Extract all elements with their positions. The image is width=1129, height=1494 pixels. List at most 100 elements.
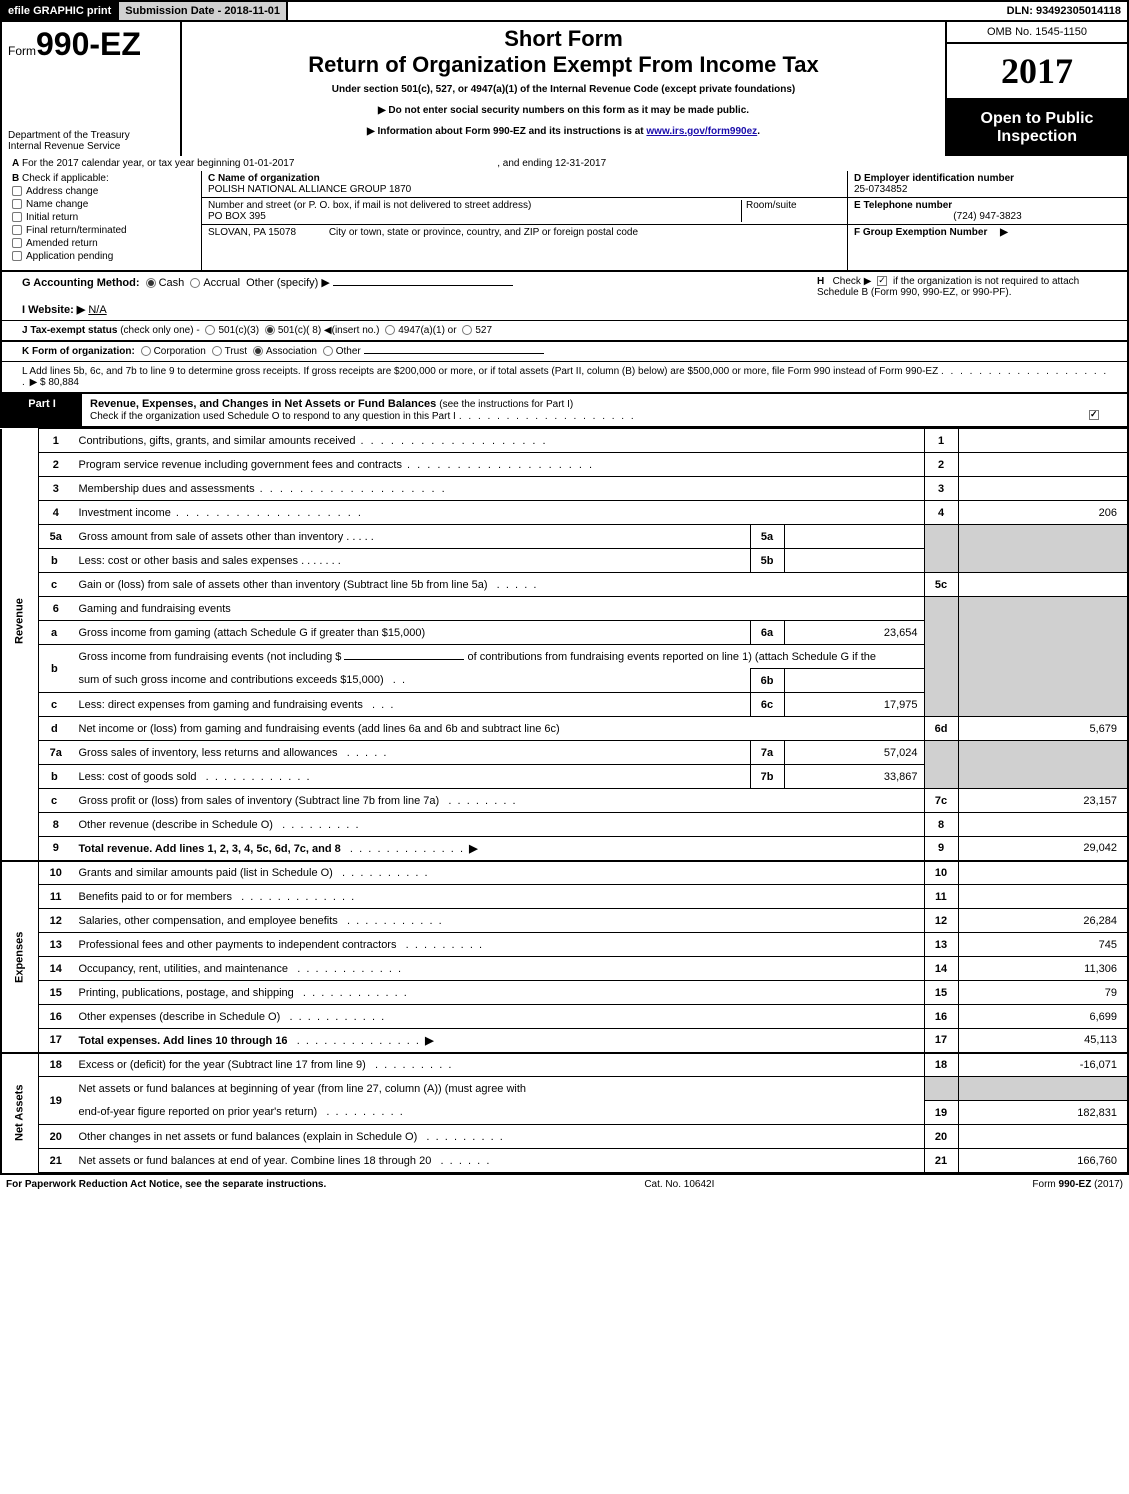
instructions-link[interactable]: www.irs.gov/form990ez [646,126,757,137]
line-num: 18 [39,1053,73,1077]
line-num: 21 [39,1149,73,1173]
column-def: D Employer identification number 25-0734… [847,171,1127,270]
checkbox-final-return[interactable] [12,225,22,235]
part-1-title-sub: (see the instructions for Part I) [439,399,573,410]
radio-other-org[interactable] [323,346,333,356]
line-num: 13 [39,933,73,957]
c-city-label: City or town, state or province, country… [329,227,638,238]
line-value: -16,071 [958,1053,1128,1077]
radio-501c3[interactable] [205,325,215,335]
page-footer: For Paperwork Reduction Act Notice, see … [0,1173,1129,1194]
checkbox-address-change[interactable] [12,186,22,196]
shaded-cell [924,693,958,717]
line-num: 16 [39,1005,73,1029]
g-label: G Accounting Method: [22,277,140,289]
line-ref: 2 [924,453,958,477]
radio-corporation[interactable] [141,346,151,356]
row-a: A For the 2017 calendar year, or tax yea… [0,156,1129,171]
checkbox-amended-return[interactable] [12,238,22,248]
line-num: 6 [39,597,73,621]
header-middle: Short Form Return of Organization Exempt… [182,22,947,156]
footer-right-suffix: (2017) [1091,1179,1123,1190]
line-num: 8 [39,813,73,837]
side-label-revenue: Revenue [1,429,39,813]
mini-ref: 6b [750,669,784,693]
line-desc: Less: cost or other basis and sales expe… [79,555,299,567]
footer-right: Form 990-EZ (2017) [1032,1179,1123,1190]
mini-ref: 6c [750,693,784,717]
line-value: 182,831 [958,1101,1128,1125]
form-subtitle: Under section 501(c), 527, or 4947(a)(1)… [190,84,937,95]
form-prefix: Form [8,44,36,58]
k-other-input[interactable] [364,353,544,354]
k-label: K Form of organization: [22,346,135,357]
dots-icon [171,507,363,519]
efile-label: efile GRAPHIC print [2,2,119,20]
shaded-cell [958,741,1128,789]
mini-value [784,525,924,549]
b-item-3: Final return/terminated [26,225,127,236]
radio-accrual[interactable] [190,278,200,288]
form-number: 990-EZ [36,26,141,62]
line-value [958,477,1128,501]
line-desc: Gain or (loss) from sale of assets other… [79,579,488,591]
open-public-badge: Open to Public Inspection [947,100,1127,156]
g-opt-cash: Cash [159,277,185,289]
b-item-2: Initial return [26,212,78,223]
part-1-title: Revenue, Expenses, and Changes in Net As… [90,398,436,410]
top-bar: efile GRAPHIC print Submission Date - 20… [0,0,1129,22]
line-ref: 8 [924,813,958,837]
line-desc: Gross amount from sale of assets other t… [79,531,344,543]
row-a-text: For the 2017 calendar year, or tax year … [22,158,294,169]
line-value: 5,679 [958,717,1128,741]
g-other-input[interactable] [333,285,513,286]
g-opt-accrual: Accrual [203,277,240,289]
line-ref: 15 [924,981,958,1005]
radio-527[interactable] [462,325,472,335]
line-value [958,813,1128,837]
line-desc: Other revenue (describe in Schedule O) [79,819,273,831]
line-desc: Investment income [79,507,171,519]
form-title: Return of Organization Exempt From Incom… [190,52,937,78]
radio-4947[interactable] [385,325,395,335]
l6b-blank-input[interactable] [344,659,464,660]
row-j: J Tax-exempt status (check only one) - 5… [0,321,1129,342]
l-text: L Add lines 5b, 6c, and 7b to line 9 to … [22,366,938,377]
checkbox-initial-return[interactable] [12,212,22,222]
line-num: c [39,789,73,813]
row-ghi: G Accounting Method: Cash Accrual Other … [0,272,1129,321]
line-desc: Program service revenue including govern… [79,459,402,471]
line-ref: 20 [924,1125,958,1149]
l19-d2: end-of-year figure reported on prior yea… [79,1106,318,1118]
arrow-icon: ▶ [425,1035,433,1047]
line-value: 11,306 [958,957,1128,981]
checkbox-h[interactable] [877,276,887,286]
column-b: B Check if applicable: Address change Na… [2,171,202,270]
line-value [958,1125,1128,1149]
header-right: OMB No. 1545-1150 2017 Open to Public In… [947,22,1127,156]
mini-value: 57,024 [784,741,924,765]
org-city: SLOVAN, PA 15078 [208,227,296,238]
checkbox-application-pending[interactable] [12,251,22,261]
line-desc: Net assets or fund balances at end of ye… [79,1155,432,1167]
line-ref: 7c [924,789,958,813]
mini-value: 17,975 [784,693,924,717]
line-value: 23,157 [958,789,1128,813]
line-num: 5a [39,525,73,549]
checkbox-name-change[interactable] [12,199,22,209]
line-ref: 4 [924,501,958,525]
org-street: PO BOX 395 [208,211,741,222]
shaded-cell [958,597,1128,693]
line-ref: 9 [924,837,958,861]
line-num: 15 [39,981,73,1005]
b-item-4: Amended return [26,238,98,249]
form-header: Form990-EZ Department of the Treasury In… [0,22,1129,156]
radio-cash[interactable] [146,278,156,288]
radio-trust[interactable] [212,346,222,356]
line-desc: Less: cost of goods sold [79,771,197,783]
radio-501c[interactable] [265,325,275,335]
f-label: F Group Exemption Number [854,227,987,238]
radio-association[interactable] [253,346,263,356]
org-name: POLISH NATIONAL ALLIANCE GROUP 1870 [208,184,841,195]
checkbox-schedule-o[interactable] [1089,410,1099,420]
